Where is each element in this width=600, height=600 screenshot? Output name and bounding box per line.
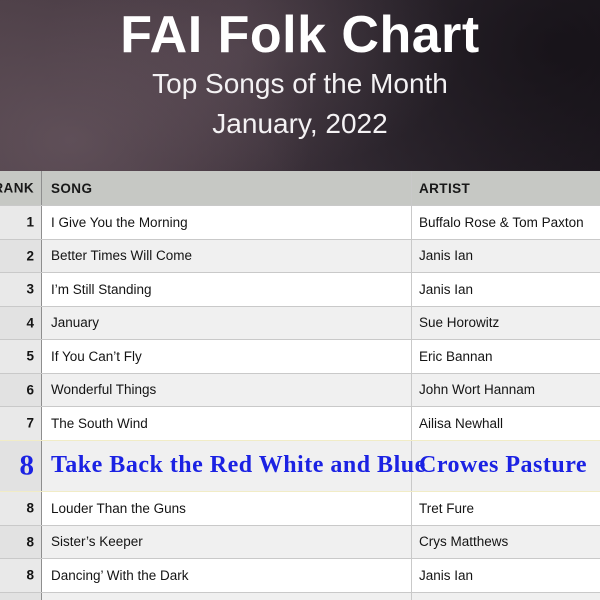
column-header-rank: RANK — [0, 171, 42, 205]
artist-cell: Janis Ian — [419, 281, 474, 297]
rank-cell: 7 — [0, 407, 42, 440]
artist-cell: Eric Bannan — [419, 348, 493, 364]
rank-cell: 1 — [0, 206, 42, 239]
song-cell: January — [42, 306, 412, 339]
column-header-song: SONG — [42, 171, 412, 205]
table-row: 1 I Give You the Morning Buffalo Rose & … — [0, 205, 600, 239]
table-row: 8 Sister’s Keeper Crys Matthews — [0, 524, 600, 558]
artist-cell: Sue Horowitz — [419, 315, 500, 331]
artist-cell: Buffalo Rose & Tom Paxton — [419, 214, 584, 230]
rank-cell: 8 — [0, 525, 42, 558]
table-row: 5 If You Can’t Fly Eric Bannan — [0, 339, 600, 373]
rank-cell: 4 — [0, 306, 42, 339]
song-cell: Wonderful Things — [42, 373, 412, 406]
artist-cell: Crowes Pasture — [419, 452, 588, 479]
song-cell: I Give You the Morning — [42, 206, 412, 239]
artist-cell: Crys Matthews — [419, 534, 509, 550]
banner: FAI Folk Chart Top Songs of the Month Ja… — [0, 0, 600, 171]
rank-cell: 8 — [0, 440, 42, 491]
artist-cell: Janis Ian — [419, 248, 474, 264]
chart-title: FAI Folk Chart — [120, 6, 480, 64]
partial-next-row — [0, 591, 600, 600]
table-row: 7 The South Wind Ailisa Newhall — [0, 406, 600, 440]
chart-subtitle: Top Songs of the Month — [152, 68, 448, 99]
song-cell — [42, 592, 412, 600]
artist-cell: Ailisa Newhall — [419, 415, 504, 431]
column-header-artist: ARTIST — [419, 180, 471, 196]
rank-cell: 8 — [0, 559, 42, 592]
rank-cell: 8 — [0, 492, 42, 525]
table-row: 6 Wonderful Things John Wort Hannam — [0, 372, 600, 406]
table-row: 4 January Sue Horowitz — [0, 305, 600, 339]
song-cell: The South Wind — [42, 407, 412, 440]
song-cell: I’m Still Standing — [42, 273, 412, 306]
rank-cell: 3 — [0, 273, 42, 306]
artist-cell — [412, 593, 600, 600]
song-cell: Sister’s Keeper — [42, 525, 412, 558]
artist-cell: Janis Ian — [419, 567, 474, 583]
table-row: 8 Take Back the Red White and Blue Crowe… — [0, 439, 600, 491]
song-cell: Dancing’ With the Dark — [42, 559, 412, 592]
song-cell: Better Times Will Come — [42, 239, 412, 272]
table-header-row: RANK SONG ARTIST — [0, 171, 600, 205]
table-row: 8 Dancing’ With the Dark Janis Ian — [0, 558, 600, 592]
song-cell: Louder Than the Guns — [42, 492, 412, 525]
table-row: 2 Better Times Will Come Janis Ian — [0, 238, 600, 272]
song-cell: If You Can’t Fly — [42, 340, 412, 373]
chart-period: January, 2022 — [212, 108, 388, 139]
table-row: 3 I’m Still Standing Janis Ian — [0, 272, 600, 306]
rank-cell: 6 — [0, 373, 42, 406]
rank-cell: 2 — [0, 239, 42, 272]
song-cell: Take Back the Red White and Blue — [42, 440, 425, 491]
artist-cell: Tret Fure — [419, 500, 475, 516]
rank-cell — [0, 592, 42, 600]
songs-table: RANK SONG ARTIST 1 I Give You the Mornin… — [0, 171, 600, 600]
artist-cell: John Wort Hannam — [419, 382, 536, 398]
rank-cell: 5 — [0, 340, 42, 373]
table-row: 8 Louder Than the Guns Tret Fure — [0, 491, 600, 525]
